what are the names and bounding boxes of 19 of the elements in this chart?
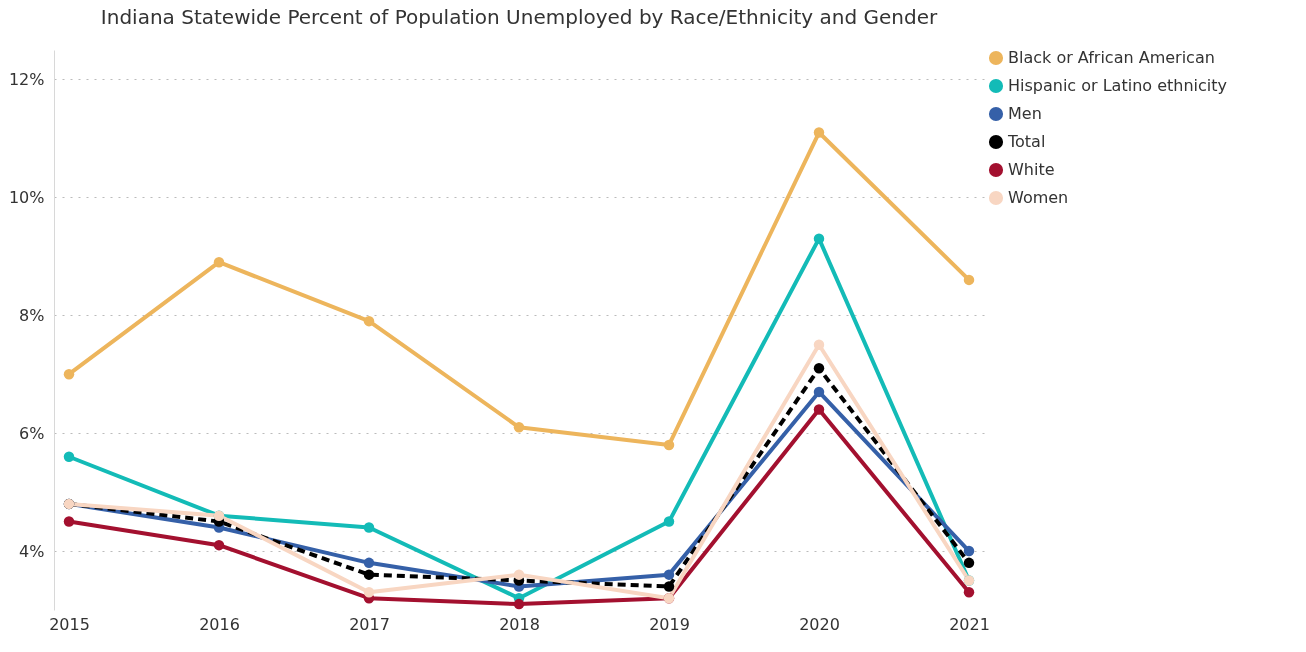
chart-title: Indiana Statewide Percent of Population Unemployed by Race/Ethnicity and Gender — [100, 5, 938, 29]
x-tick-label: 2016 — [199, 614, 240, 634]
x-tick-label: 2018 — [499, 614, 540, 634]
y-tick-label: 10% — [8, 187, 45, 207]
x-tick-label: 2021 — [949, 614, 990, 634]
legend-label: Black or African American — [1008, 48, 1215, 67]
legend-label: Total — [1007, 132, 1046, 151]
y-tick-label: 4% — [19, 541, 45, 561]
y-tick-label: 8% — [19, 305, 45, 325]
x-tick-label: 2015 — [49, 614, 90, 634]
legend-label: Men — [1008, 104, 1042, 123]
y-tick-label: 6% — [19, 423, 45, 443]
legend-label: White — [1008, 160, 1055, 179]
legend-label: Hispanic or Latino ethnicity — [1008, 76, 1227, 95]
x-tick-label: 2019 — [649, 614, 690, 634]
y-tick-label: 12% — [8, 69, 45, 89]
legend-label: Women — [1008, 188, 1069, 207]
x-tick-label: 2017 — [349, 614, 390, 634]
x-tick-label: 2020 — [799, 614, 840, 634]
